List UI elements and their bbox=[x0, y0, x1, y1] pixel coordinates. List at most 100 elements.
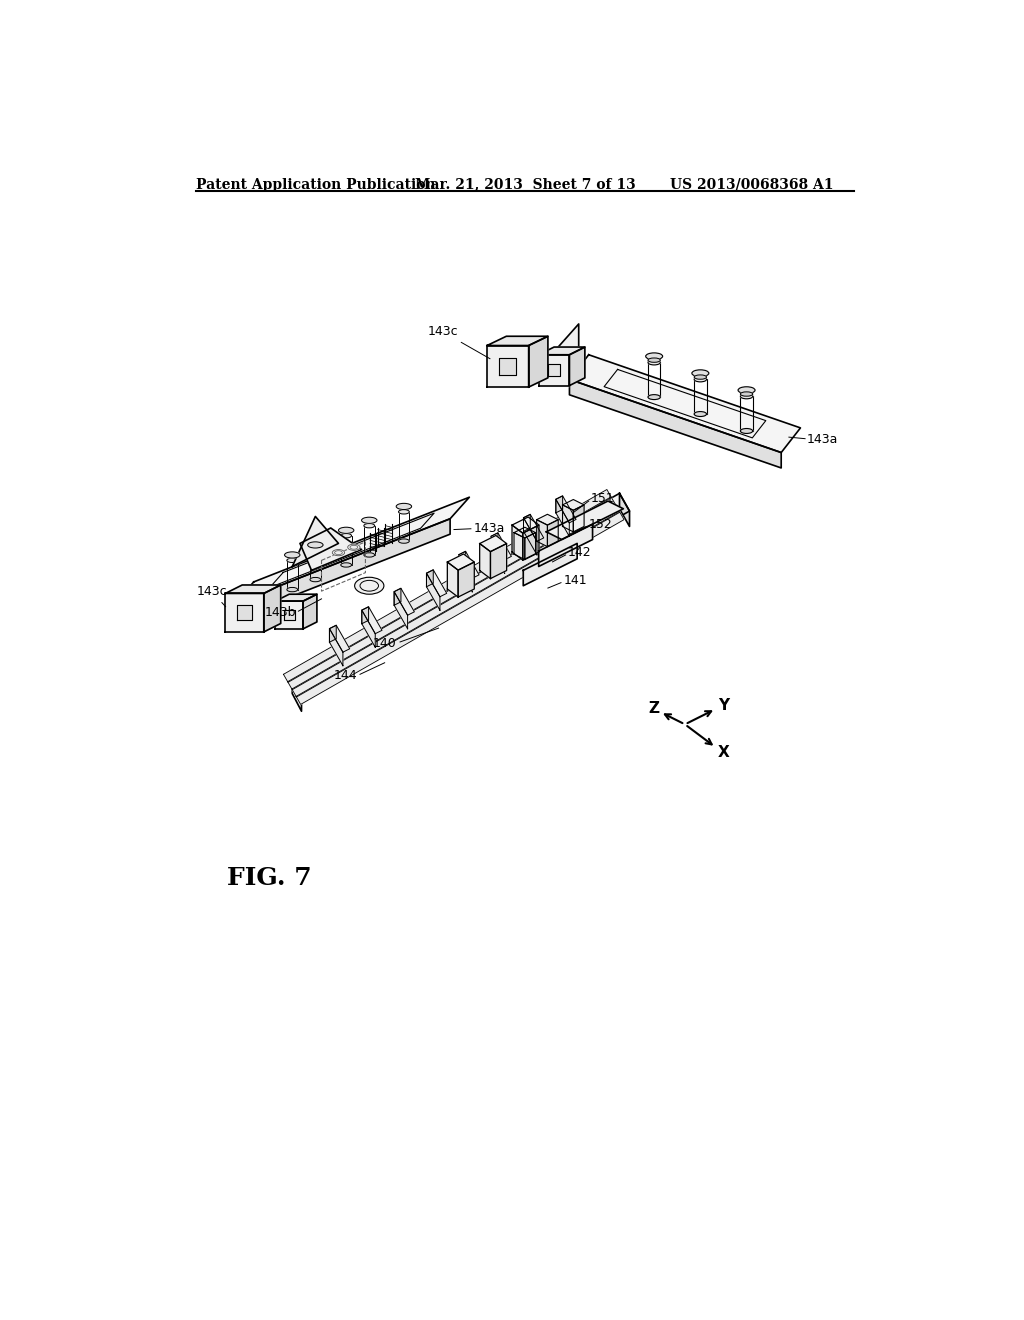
Polygon shape bbox=[562, 499, 584, 511]
Polygon shape bbox=[275, 594, 316, 601]
Polygon shape bbox=[275, 601, 303, 628]
Polygon shape bbox=[447, 562, 458, 597]
Polygon shape bbox=[426, 573, 440, 610]
Polygon shape bbox=[548, 520, 558, 546]
Text: 140: 140 bbox=[373, 638, 396, 649]
Ellipse shape bbox=[287, 587, 298, 591]
Text: 144: 144 bbox=[334, 669, 357, 682]
Text: 143a: 143a bbox=[473, 521, 505, 535]
Polygon shape bbox=[490, 544, 507, 578]
Ellipse shape bbox=[287, 558, 298, 562]
Polygon shape bbox=[394, 589, 415, 615]
Ellipse shape bbox=[364, 553, 375, 557]
Ellipse shape bbox=[354, 577, 384, 594]
Polygon shape bbox=[234, 519, 451, 619]
Polygon shape bbox=[573, 506, 584, 532]
Text: 141: 141 bbox=[563, 574, 587, 587]
Polygon shape bbox=[330, 626, 336, 643]
Polygon shape bbox=[459, 552, 479, 578]
Polygon shape bbox=[620, 494, 630, 527]
Ellipse shape bbox=[398, 510, 410, 513]
Ellipse shape bbox=[740, 429, 753, 433]
Text: 143b: 143b bbox=[264, 606, 296, 619]
Polygon shape bbox=[303, 594, 316, 628]
Ellipse shape bbox=[307, 541, 323, 548]
Polygon shape bbox=[548, 364, 560, 376]
Polygon shape bbox=[361, 607, 382, 634]
Polygon shape bbox=[548, 323, 579, 374]
Polygon shape bbox=[284, 490, 611, 682]
Polygon shape bbox=[237, 605, 252, 620]
Polygon shape bbox=[556, 496, 562, 513]
Polygon shape bbox=[523, 515, 544, 541]
Polygon shape bbox=[292, 678, 301, 711]
Text: 142: 142 bbox=[568, 546, 592, 560]
Ellipse shape bbox=[648, 360, 660, 364]
Ellipse shape bbox=[341, 562, 351, 568]
Polygon shape bbox=[537, 515, 558, 525]
Polygon shape bbox=[487, 337, 548, 346]
Ellipse shape bbox=[348, 544, 360, 550]
Polygon shape bbox=[539, 355, 569, 385]
Polygon shape bbox=[225, 585, 281, 594]
Polygon shape bbox=[330, 628, 343, 665]
Ellipse shape bbox=[694, 412, 707, 417]
Polygon shape bbox=[523, 517, 537, 554]
Polygon shape bbox=[292, 516, 339, 566]
Text: 151: 151 bbox=[591, 492, 614, 506]
Ellipse shape bbox=[740, 393, 753, 399]
Text: 143c: 143c bbox=[427, 325, 490, 359]
Polygon shape bbox=[512, 517, 539, 533]
Polygon shape bbox=[487, 346, 528, 387]
Polygon shape bbox=[523, 525, 539, 560]
Polygon shape bbox=[523, 544, 578, 586]
Polygon shape bbox=[361, 607, 369, 624]
Ellipse shape bbox=[339, 527, 354, 533]
Polygon shape bbox=[234, 498, 469, 603]
Polygon shape bbox=[426, 570, 446, 597]
Polygon shape bbox=[524, 533, 536, 560]
Text: 143c: 143c bbox=[197, 585, 226, 607]
Ellipse shape bbox=[333, 549, 345, 556]
Polygon shape bbox=[447, 554, 474, 570]
Polygon shape bbox=[569, 355, 801, 453]
Ellipse shape bbox=[398, 539, 410, 544]
Polygon shape bbox=[539, 524, 593, 566]
Polygon shape bbox=[225, 594, 264, 632]
Text: 152: 152 bbox=[589, 517, 612, 531]
Ellipse shape bbox=[341, 533, 351, 537]
Text: 143a: 143a bbox=[807, 433, 838, 446]
Polygon shape bbox=[523, 515, 530, 532]
Polygon shape bbox=[492, 533, 511, 560]
Polygon shape bbox=[459, 552, 466, 569]
Polygon shape bbox=[556, 499, 569, 536]
Ellipse shape bbox=[694, 378, 707, 381]
Polygon shape bbox=[292, 494, 630, 696]
Text: US 2013/0068368 A1: US 2013/0068368 A1 bbox=[670, 178, 834, 191]
Polygon shape bbox=[479, 536, 507, 552]
Ellipse shape bbox=[361, 517, 377, 524]
Ellipse shape bbox=[648, 395, 660, 400]
Polygon shape bbox=[514, 533, 524, 560]
Polygon shape bbox=[547, 502, 624, 540]
Ellipse shape bbox=[738, 387, 755, 393]
Ellipse shape bbox=[694, 375, 707, 379]
Ellipse shape bbox=[648, 358, 660, 362]
Polygon shape bbox=[492, 536, 505, 573]
Polygon shape bbox=[528, 337, 548, 387]
Ellipse shape bbox=[646, 352, 663, 359]
Polygon shape bbox=[500, 358, 516, 375]
Polygon shape bbox=[300, 528, 361, 570]
Polygon shape bbox=[264, 585, 281, 632]
Ellipse shape bbox=[364, 524, 375, 528]
Polygon shape bbox=[459, 554, 472, 591]
Polygon shape bbox=[288, 496, 615, 689]
Text: Patent Application Publication: Patent Application Publication bbox=[196, 178, 435, 191]
Text: Z: Z bbox=[648, 701, 659, 717]
Polygon shape bbox=[514, 527, 536, 539]
Polygon shape bbox=[284, 610, 295, 620]
Polygon shape bbox=[292, 504, 620, 697]
Polygon shape bbox=[512, 525, 523, 560]
Polygon shape bbox=[394, 589, 401, 606]
Ellipse shape bbox=[396, 503, 412, 510]
